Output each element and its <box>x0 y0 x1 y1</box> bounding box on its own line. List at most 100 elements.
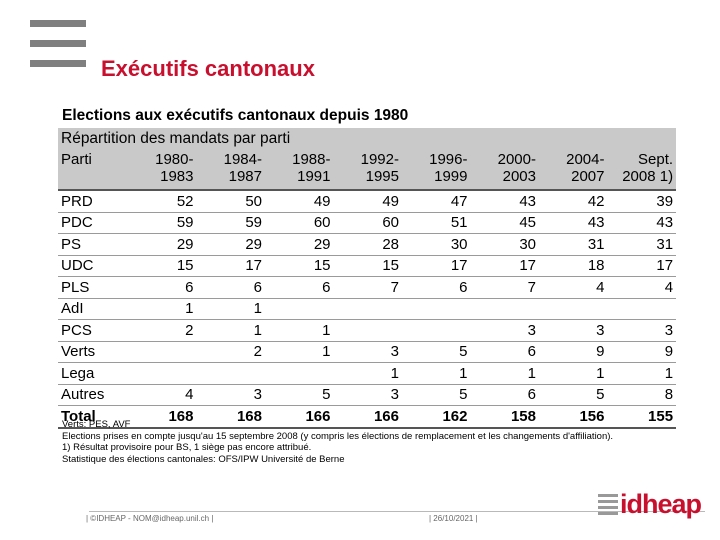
seat-count: 1 <box>196 319 265 342</box>
seat-count: 49 <box>333 190 402 213</box>
header-period: 2000- 2003 <box>470 150 539 191</box>
seat-count: 5 <box>265 384 334 406</box>
seat-count: 17 <box>196 255 265 277</box>
seat-count: 2 <box>128 319 197 342</box>
header-period: 1988- 1991 <box>265 150 334 191</box>
results-table: Répartition des mandats par parti Parti … <box>58 128 677 429</box>
seat-count: 1 <box>402 362 471 385</box>
seat-count: 162 <box>402 405 471 429</box>
logo-lines-icon <box>598 492 618 516</box>
header-period-line2: 1991 <box>297 168 331 185</box>
header-period: 1980- 1983 <box>128 150 197 191</box>
header-period-line2: 1983 <box>160 168 194 185</box>
header-period-line2: 1987 <box>228 168 262 185</box>
seat-count: 49 <box>265 190 334 213</box>
party-name: Total <box>58 405 128 429</box>
header-period-line1: 2004- <box>566 151 605 168</box>
seat-count: 9 <box>539 341 608 363</box>
seat-count: 30 <box>402 233 471 256</box>
seat-count: 3 <box>333 341 402 363</box>
seat-count: 3 <box>333 384 402 406</box>
seat-count: 30 <box>470 233 539 256</box>
seat-count: 29 <box>128 233 197 256</box>
decorative-bars <box>30 20 86 80</box>
seat-count: 43 <box>607 212 677 234</box>
seat-count <box>402 298 471 320</box>
seat-count: 1 <box>333 362 402 385</box>
seat-count: 4 <box>539 276 608 299</box>
seat-count: 2 <box>196 341 265 363</box>
seat-count: 15 <box>128 255 197 277</box>
seat-count: 3 <box>539 319 608 342</box>
seat-count: 168 <box>128 405 197 429</box>
logo-text: idheap <box>620 489 702 519</box>
seat-count: 60 <box>333 212 402 234</box>
slide-title: Exécutifs cantonaux <box>101 56 315 81</box>
header-period-line2: 2008 1) <box>622 168 674 185</box>
seat-count <box>265 298 334 320</box>
table-header-row: Parti 1980- 1983 1984- 1987 1988- 1991 1992- 19… <box>58 150 677 191</box>
seat-count: 17 <box>470 255 539 277</box>
bar <box>30 60 86 67</box>
seat-count: 3 <box>196 384 265 406</box>
seat-count: 3 <box>607 319 677 342</box>
seat-count: 6 <box>128 276 197 299</box>
header-period-line2: 1995 <box>365 168 399 185</box>
seat-count: 9 <box>607 341 677 363</box>
header-period: Sept. 2008 1) <box>607 150 677 191</box>
seat-count: 59 <box>196 212 265 234</box>
seat-count: 50 <box>196 190 265 213</box>
table-title: Elections aux exécutifs cantonaux depuis… <box>62 107 409 124</box>
header-period: 1996- 1999 <box>402 150 471 191</box>
header-period-line1: 1992- <box>360 151 399 168</box>
table-row: PDC 59 59 60 60 51 45 43 43 <box>58 212 677 234</box>
note-line: Statistique des élections cantonales: OF… <box>62 453 345 465</box>
total-row: Total 168 168 166 166 162 158 156 155 <box>58 405 677 429</box>
table-row: UDC 15 17 15 15 17 17 18 17 <box>58 255 677 277</box>
seat-count: 15 <box>333 255 402 277</box>
header-period-line1: 1980- <box>155 151 194 168</box>
seat-count: 5 <box>402 384 471 406</box>
seat-count: 7 <box>470 276 539 299</box>
header-period-line2: 2007 <box>571 168 605 185</box>
seat-count <box>470 298 539 320</box>
seat-count: 47 <box>402 190 471 213</box>
seat-count: 43 <box>470 190 539 213</box>
note-line: Verts: PES, AVF <box>62 419 131 430</box>
party-name: Autres <box>58 384 128 406</box>
seat-count: 1 <box>607 362 677 385</box>
seat-count: 6 <box>196 276 265 299</box>
seat-count: 59 <box>128 212 197 234</box>
seat-count <box>128 362 197 385</box>
seat-count: 29 <box>265 233 334 256</box>
seat-count: 6 <box>265 276 334 299</box>
note-line: 1) Résultat provisoire pour BS, 1 siège … <box>62 442 312 453</box>
seat-count: 5 <box>539 384 608 406</box>
seat-count <box>128 341 197 363</box>
idheap-logo: idheap <box>598 489 702 519</box>
seat-count: 28 <box>333 233 402 256</box>
note-line: Elections prises en compte jusqu'au 15 s… <box>62 430 614 442</box>
notes: Verts: PES, AVF Elections prises en comp… <box>62 419 613 465</box>
seat-count: 15 <box>265 255 334 277</box>
table-row: Lega 1 1 1 1 1 <box>58 362 677 385</box>
party-name: PS <box>58 233 128 256</box>
seat-count: 29 <box>196 233 265 256</box>
seat-count: 52 <box>128 190 197 213</box>
seat-count <box>265 362 334 385</box>
seat-count: 155 <box>607 405 677 429</box>
table-row: PRD 52 50 49 49 47 43 42 39 <box>58 190 677 213</box>
seat-count: 60 <box>265 212 334 234</box>
seat-count: 1 <box>539 362 608 385</box>
footer-divider <box>89 511 705 512</box>
seat-count: 18 <box>539 255 608 277</box>
seat-count: 6 <box>470 341 539 363</box>
bar <box>30 20 86 27</box>
seat-count: 1 <box>470 362 539 385</box>
seat-count: 5 <box>402 341 471 363</box>
footer-copyright: | ©IDHEAP - NOM@idheap.unil.ch | <box>86 514 214 523</box>
header-period-line1: 1988- <box>292 151 331 168</box>
seat-count: 51 <box>402 212 471 234</box>
party-name: AdI <box>58 298 128 320</box>
footer-date: | 26/10/2021 | <box>429 514 478 523</box>
